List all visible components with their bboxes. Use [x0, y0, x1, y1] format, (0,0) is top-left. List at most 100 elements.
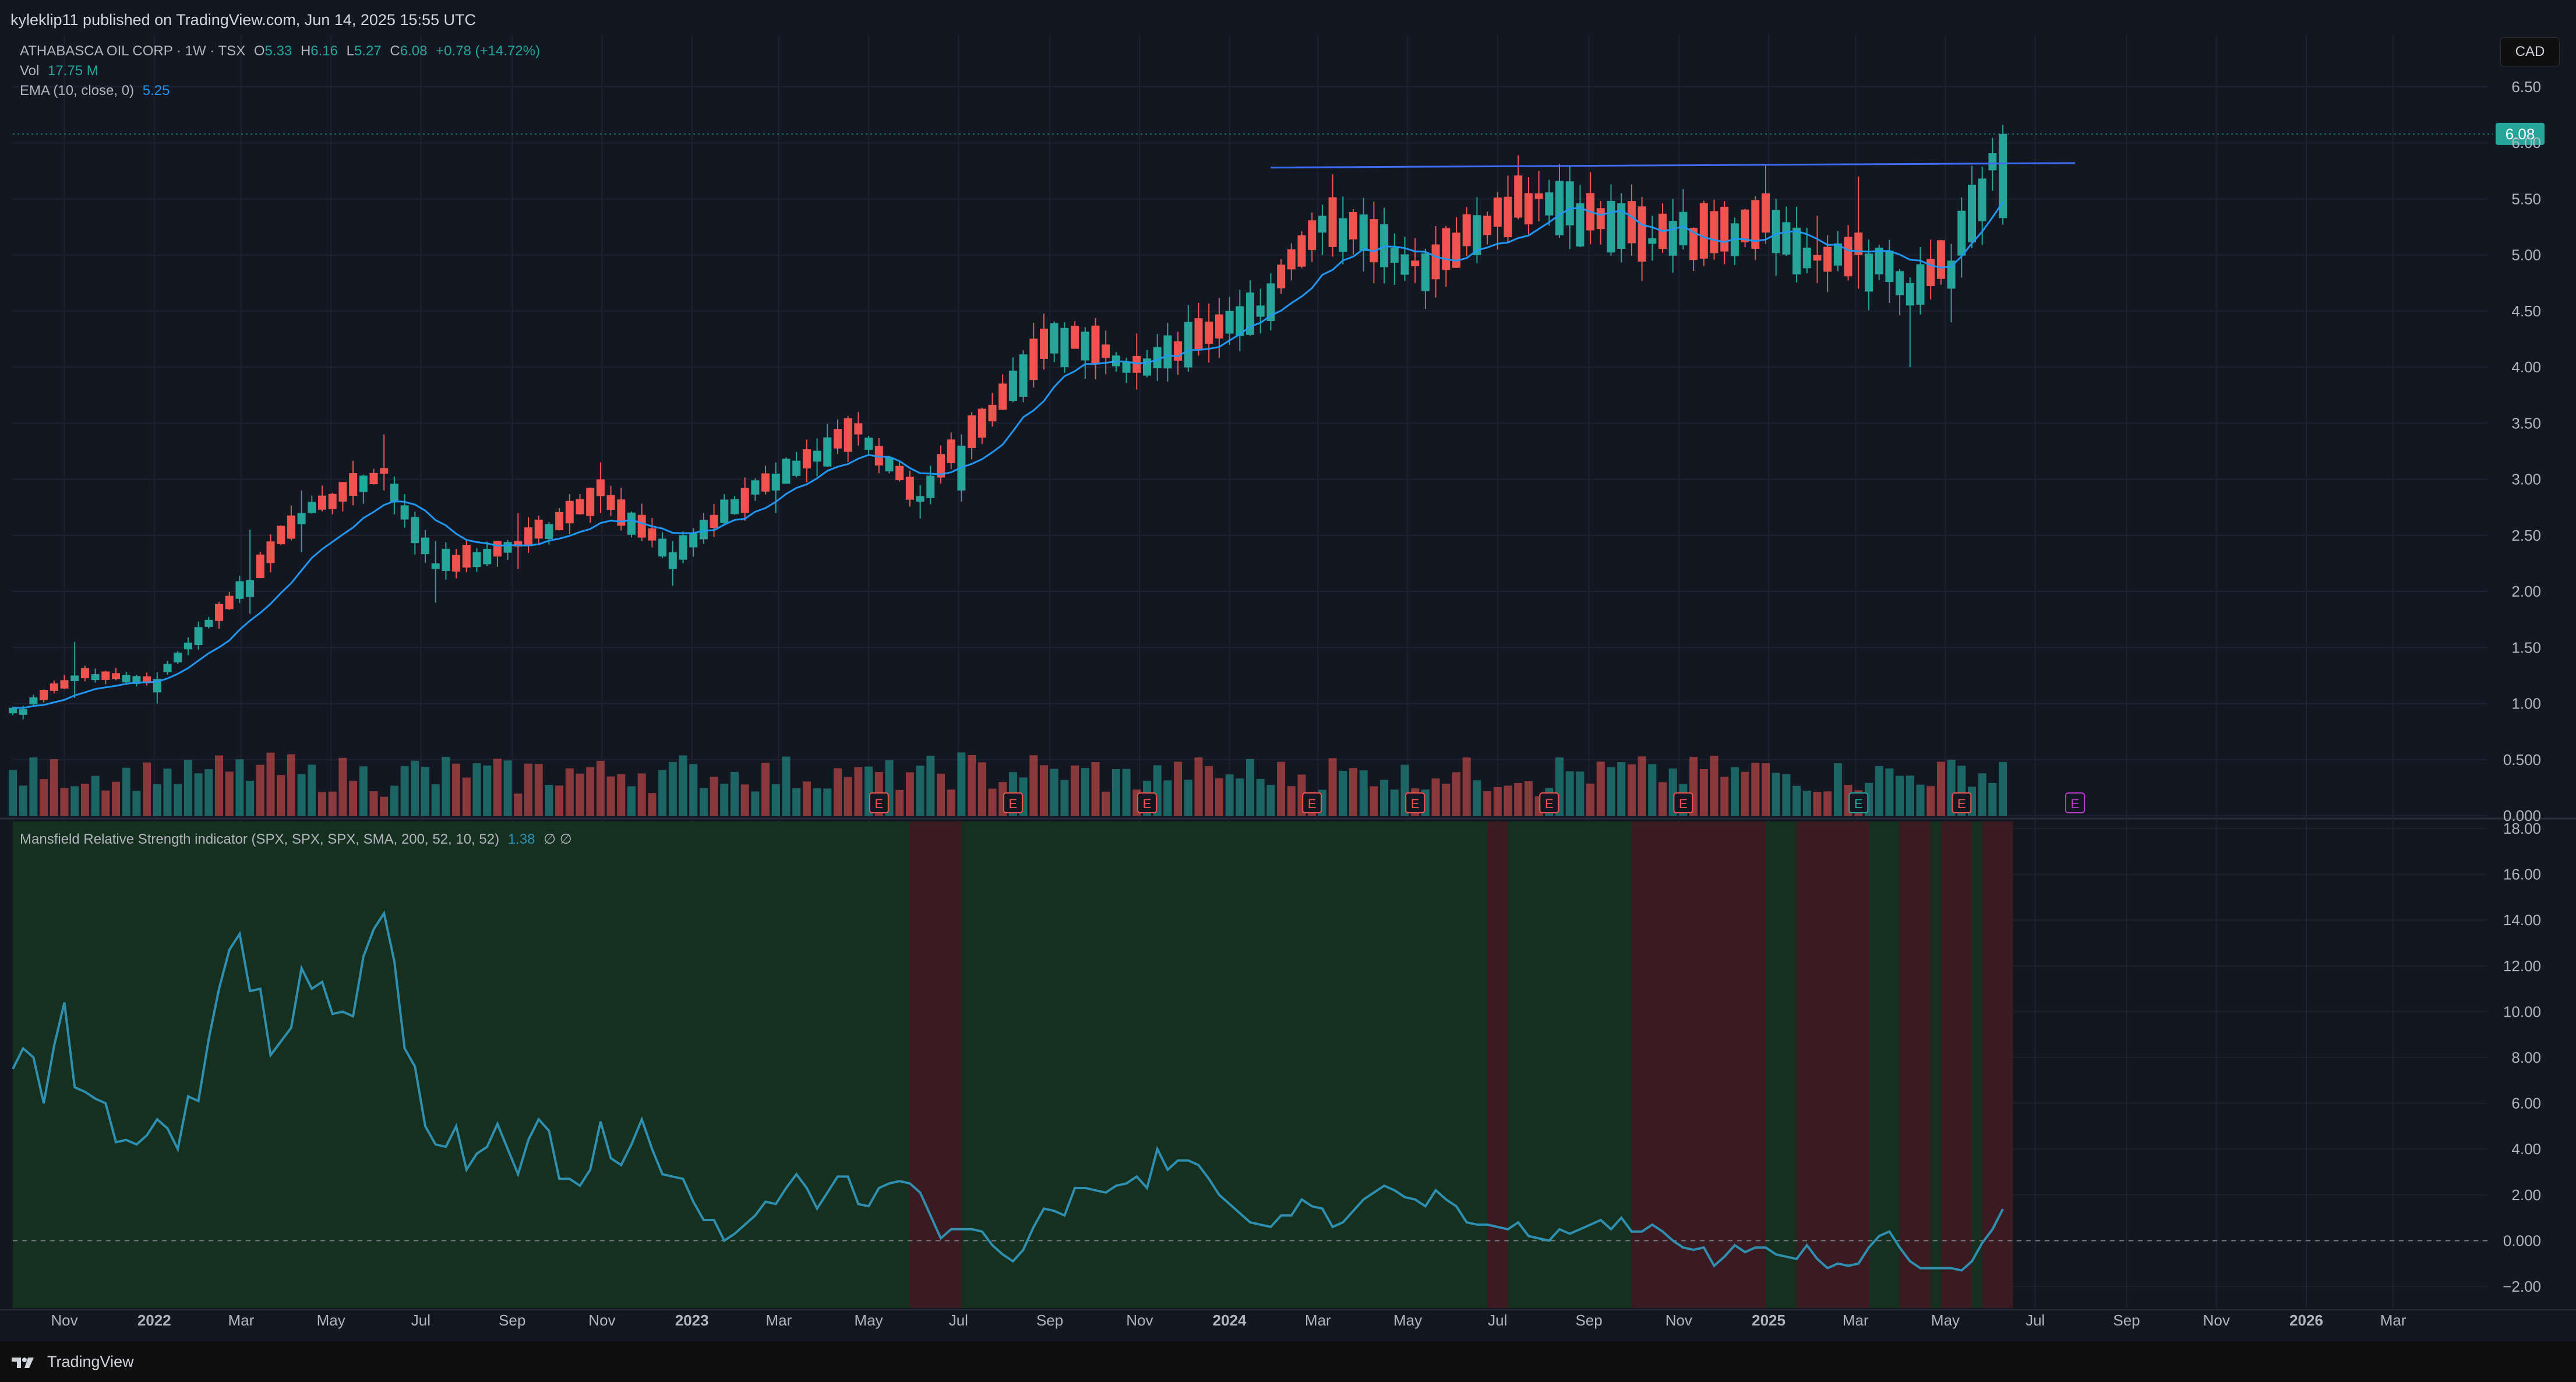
earnings-marker-letter: E: [1411, 796, 1420, 811]
volume-bar: [545, 784, 553, 816]
currency-button[interactable]: CAD: [2500, 37, 2560, 66]
candle-body: [1957, 210, 1966, 256]
candle-body: [1287, 249, 1296, 270]
chart-area[interactable]: 6.08 E E E E E E E E E E Nov 2022 Mar May Jul Sep Nov 202…: [0, 30, 2576, 1341]
volume-bar: [1215, 778, 1223, 816]
volume-bar: [740, 784, 749, 816]
volume-bar: [565, 768, 574, 816]
candle-body: [792, 460, 801, 476]
earnings-marker: [1137, 792, 1157, 813]
volume-bar: [349, 781, 358, 816]
candle-body: [1596, 208, 1605, 230]
candle-body: [1751, 200, 1760, 249]
volume-bar: [1225, 774, 1234, 816]
close-value: 6.08: [400, 43, 428, 59]
volume-bar: [1081, 768, 1089, 816]
volume-bar: [1926, 786, 1935, 816]
mrs-line-layer: [12, 910, 2487, 1272]
volume-bar: [1823, 791, 1832, 816]
volume-bar: [266, 752, 275, 816]
mrs-background-band: [1940, 822, 1972, 1308]
candle-body: [771, 473, 780, 491]
volume-bar: [1813, 791, 1822, 816]
candle-body: [844, 418, 852, 452]
candle-body: [143, 676, 151, 682]
candle-body: [1638, 206, 1646, 262]
volume-bar: [1050, 768, 1058, 816]
mrs-background-band: [1869, 822, 1900, 1308]
x-axis-tick-label: May: [855, 1312, 883, 1329]
volume-bar: [204, 769, 213, 816]
candle-body: [524, 527, 532, 547]
volume-bar: [1029, 755, 1038, 816]
volume-bar: [627, 786, 636, 816]
x-axis-tick-label: 2022: [137, 1312, 171, 1329]
price-axis-tick-label: 0.500: [2503, 751, 2541, 768]
candle-body: [1462, 214, 1471, 246]
candle-body: [1483, 216, 1492, 235]
x-axis-tick-label: May: [1393, 1312, 1422, 1329]
candle-body: [1246, 292, 1254, 335]
volume-bar: [1782, 774, 1791, 816]
x-axis-tick-label: Sep: [499, 1312, 525, 1329]
candle-body: [1277, 265, 1286, 288]
candle-body: [400, 505, 409, 520]
candle-body: [411, 517, 419, 544]
x-axis-tick-label: Nov: [51, 1312, 77, 1329]
candle-body: [1163, 335, 1172, 369]
volume-bar: [1638, 756, 1646, 816]
candle-body: [1102, 344, 1110, 358]
candle-body: [1968, 184, 1976, 242]
volume-bar: [174, 784, 182, 816]
mrs-axis-tick-label: 12.00: [2503, 957, 2541, 975]
candle-body: [29, 697, 38, 704]
volume-bar: [1648, 764, 1657, 816]
candle-body: [514, 541, 523, 547]
candle-body: [1421, 253, 1430, 291]
volume-bar: [1390, 789, 1399, 816]
volume-bar: [1524, 781, 1533, 816]
candle-body: [1205, 321, 1213, 344]
candle-body: [1081, 332, 1089, 361]
volume-bar: [586, 767, 595, 816]
x-axis-tick-label: 2025: [1752, 1312, 1785, 1329]
mrs-value: 1.38: [507, 831, 535, 847]
resistance-trendline: [1271, 162, 2076, 169]
earnings-marker-letter: E: [2071, 796, 2080, 811]
candle-body: [740, 488, 749, 513]
volume-bar: [1658, 782, 1667, 816]
ema-legend-row: EMA (10, close, 0) 5.25: [20, 83, 174, 99]
volume-bar: [1339, 770, 1347, 816]
candle-body: [1555, 181, 1564, 235]
candle-body: [1504, 196, 1512, 238]
volume-bar: [792, 788, 801, 816]
x-axis-tick-label: Mar: [1305, 1312, 1331, 1329]
x-axis-tick-label: May: [317, 1312, 345, 1329]
x-axis-tick-label: Sep: [2113, 1312, 2140, 1329]
volume-bar: [60, 788, 69, 816]
candle-body: [1710, 211, 1718, 253]
candle-body: [1122, 362, 1131, 373]
candle-body: [1339, 218, 1347, 252]
candle-body: [101, 671, 110, 680]
volume-bar: [1936, 761, 1945, 816]
price-axis-tick-label: 2.50: [2511, 527, 2541, 544]
candle-body: [328, 493, 337, 509]
candle-body: [163, 664, 172, 672]
candle-body: [225, 595, 234, 609]
volume-bar: [947, 789, 955, 816]
price-axis-tick-label: 0.000: [2503, 807, 2541, 824]
candle-body: [1627, 201, 1636, 244]
earnings-marker: [1952, 792, 1972, 813]
volume-bar: [576, 773, 584, 816]
mrs-background-band: [1487, 822, 1508, 1308]
volume-bar: [1875, 766, 1883, 816]
candle-body: [1565, 181, 1574, 225]
x-axis-tick-label: Nov: [2203, 1312, 2230, 1329]
candle-body: [204, 619, 213, 627]
volume-bar: [1762, 763, 1770, 816]
candle-body: [112, 673, 120, 679]
volume-bar: [937, 773, 945, 816]
candle-body: [1772, 210, 1780, 253]
x-axis-tick-label: 2024: [1213, 1312, 1247, 1329]
